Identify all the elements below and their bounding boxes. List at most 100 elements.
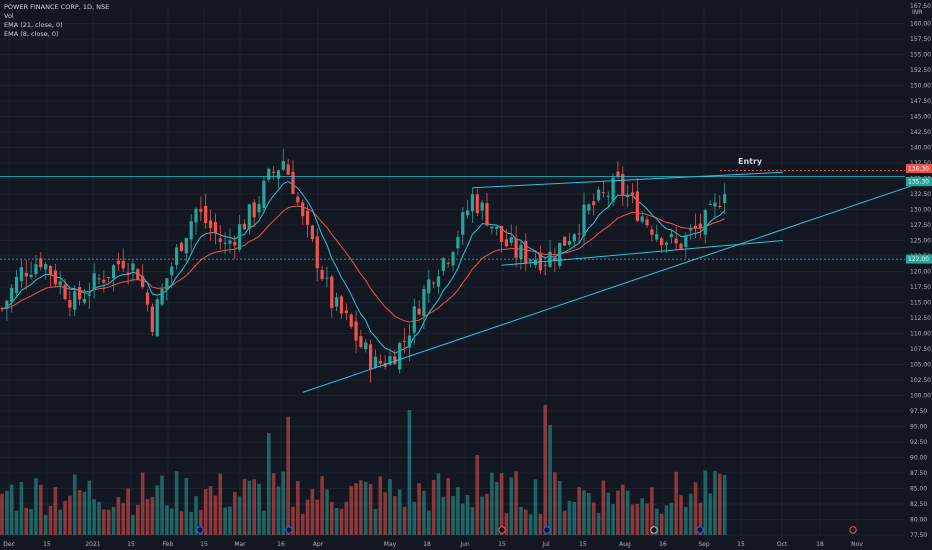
candle-body[interactable]	[446, 262, 450, 264]
candle-body[interactable]	[19, 267, 23, 282]
candle-body[interactable]	[470, 194, 475, 212]
candle-body[interactable]	[82, 299, 87, 303]
candle-body[interactable]	[267, 168, 271, 180]
candle-body[interactable]	[630, 192, 635, 195]
candle-body[interactable]	[684, 235, 688, 247]
candle-body[interactable]	[111, 265, 116, 279]
candle-body[interactable]	[242, 223, 247, 230]
candle-body[interactable]	[635, 191, 639, 221]
candle-body[interactable]	[708, 203, 712, 205]
candle-body[interactable]	[325, 277, 329, 279]
candle-body[interactable]	[34, 264, 38, 275]
candle-body[interactable]	[136, 269, 140, 280]
candle-body[interactable]	[68, 300, 72, 308]
candle-body[interactable]	[204, 205, 208, 223]
candle-body[interactable]	[480, 202, 484, 211]
candle-body[interactable]	[305, 210, 310, 225]
candle-body[interactable]	[596, 189, 601, 201]
candle-body[interactable]	[44, 264, 48, 270]
candle-body[interactable]	[310, 225, 314, 240]
candle-body[interactable]	[281, 160, 285, 170]
candle-body[interactable]	[218, 238, 222, 242]
candle-body[interactable]	[572, 234, 576, 242]
candle-body[interactable]	[339, 296, 344, 314]
candle-body[interactable]	[660, 238, 664, 245]
candle-body[interactable]	[165, 278, 169, 291]
candle-body[interactable]	[577, 233, 581, 235]
legend-ema8[interactable]: EMA (8, close, 0)	[4, 30, 59, 38]
candle-body[interactable]	[48, 265, 53, 276]
candle-body[interactable]	[461, 212, 465, 235]
candle-body[interactable]	[626, 195, 630, 198]
candle-body[interactable]	[650, 229, 654, 235]
candle-body[interactable]	[519, 244, 523, 259]
candle-body[interactable]	[723, 194, 727, 203]
candle-body[interactable]	[466, 210, 470, 216]
candle-body[interactable]	[315, 236, 319, 269]
candle-body[interactable]	[53, 270, 57, 285]
event-marker[interactable]	[196, 526, 204, 534]
candle-body[interactable]	[121, 260, 125, 269]
candle-body[interactable]	[402, 340, 407, 342]
candle-body[interactable]	[713, 202, 717, 207]
candle-body[interactable]	[160, 289, 164, 305]
candle-body[interactable]	[238, 224, 242, 250]
candle-body[interactable]	[499, 226, 504, 242]
candle-body[interactable]	[330, 276, 334, 309]
candle-body[interactable]	[286, 164, 290, 175]
candle-body[interactable]	[509, 237, 513, 243]
candle-body[interactable]	[58, 281, 62, 286]
candle-body[interactable]	[10, 287, 14, 302]
candle-body[interactable]	[170, 266, 174, 276]
event-marker[interactable]	[498, 526, 506, 534]
candle-body[interactable]	[378, 360, 382, 364]
candle-body[interactable]	[252, 202, 256, 218]
candle-body[interactable]	[601, 192, 605, 194]
candle-body[interactable]	[29, 274, 33, 278]
event-marker[interactable]	[696, 526, 704, 534]
candle-body[interactable]	[126, 272, 130, 276]
candle-body[interactable]	[373, 356, 378, 369]
candle-body[interactable]	[504, 239, 508, 247]
candle-body[interactable]	[563, 236, 567, 246]
candle-body[interactable]	[131, 263, 135, 271]
candle-body[interactable]	[679, 243, 683, 249]
event-marker[interactable]	[650, 526, 658, 534]
candle-body[interactable]	[621, 174, 625, 195]
candle-body[interactable]	[369, 344, 373, 370]
candle-body[interactable]	[291, 171, 295, 194]
candle-body[interactable]	[616, 171, 620, 177]
candle-body[interactable]	[141, 275, 145, 288]
candle-body[interactable]	[698, 223, 702, 229]
candle-body[interactable]	[145, 292, 150, 305]
candle-body[interactable]	[567, 241, 572, 245]
candle-body[interactable]	[606, 195, 610, 197]
trend-line[interactable]	[501, 240, 783, 266]
legend-symbol[interactable]: POWER FINANCE CORP, 1D, NSE	[4, 3, 110, 11]
candle-body[interactable]	[155, 299, 159, 337]
candle-body[interactable]	[24, 272, 28, 277]
candle-body[interactable]	[14, 276, 19, 294]
candle-body[interactable]	[175, 247, 179, 265]
candle-body[interactable]	[417, 308, 421, 315]
candle-body[interactable]	[422, 288, 426, 317]
candle-body[interactable]	[107, 277, 111, 279]
candle-body[interactable]	[247, 204, 251, 230]
candle-body[interactable]	[592, 201, 596, 206]
candle-body[interactable]	[548, 251, 552, 267]
candle-body[interactable]	[412, 306, 416, 333]
candle-body[interactable]	[320, 270, 324, 280]
candle-body[interactable]	[393, 356, 397, 365]
candle-body[interactable]	[582, 204, 586, 237]
candle-body[interactable]	[611, 177, 615, 202]
candle-body[interactable]	[179, 242, 184, 251]
candle-body[interactable]	[150, 306, 154, 332]
candle-body[interactable]	[39, 258, 43, 268]
candle-body[interactable]	[553, 257, 557, 260]
candle-body[interactable]	[441, 258, 445, 271]
candle-body[interactable]	[296, 196, 300, 203]
candle-body[interactable]	[475, 194, 479, 214]
candle-body[interactable]	[78, 287, 82, 300]
event-marker[interactable]	[543, 526, 551, 534]
candle-body[interactable]	[184, 237, 188, 254]
